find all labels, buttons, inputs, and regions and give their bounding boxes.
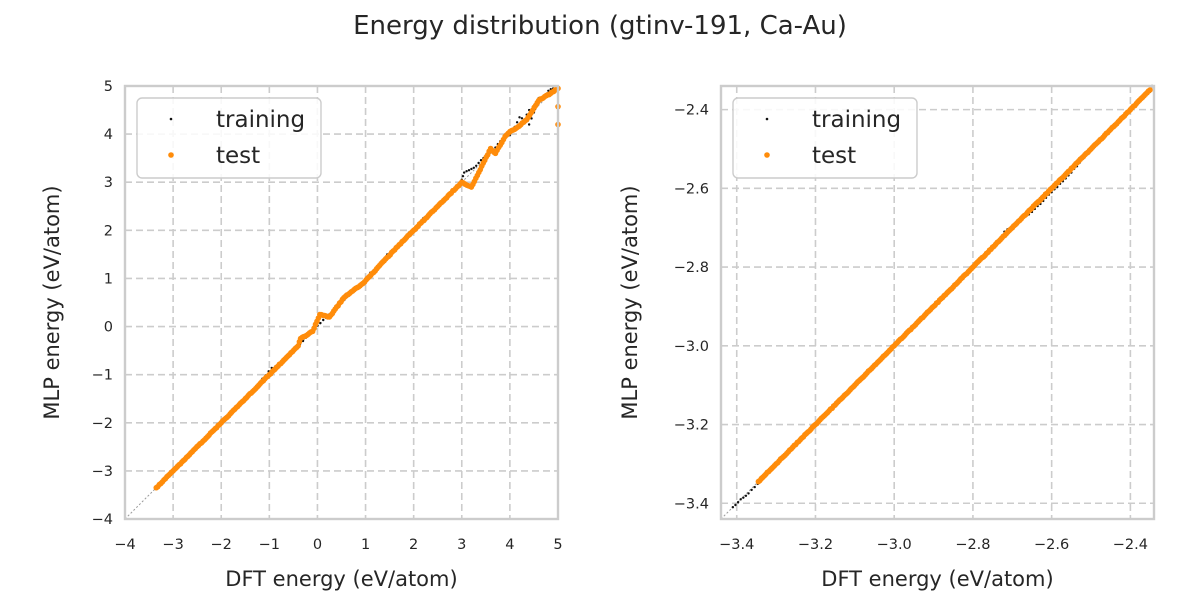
training-point	[739, 498, 742, 501]
x-tick-label: 1	[361, 537, 370, 553]
y-axis-label: MLP energy (eV/atom)	[40, 185, 64, 419]
training-point	[731, 505, 735, 509]
training-point	[470, 167, 473, 171]
y-tick-label: 2	[104, 223, 113, 239]
y-tick-label: −2.6	[674, 181, 709, 197]
x-tick-label: −3.2	[798, 537, 833, 553]
chart-right: −3.4 −3.2 −3.0 −2.8 −2.6 −2.4 −3.4 −3.2 −3.0 −2.8…	[618, 84, 1156, 591]
training-point	[747, 492, 750, 495]
training-point	[520, 117, 524, 120]
training-point	[753, 485, 756, 489]
x-tick-label: −3	[162, 537, 183, 553]
training-point	[750, 488, 753, 492]
legend-label-test: test	[812, 143, 856, 169]
x-tick-label: 3	[457, 537, 466, 553]
training-point	[462, 171, 466, 174]
y-tick-label: −2	[92, 416, 113, 432]
test-point	[296, 338, 303, 345]
y-tick-label: 5	[104, 79, 113, 95]
x-tick-label: −2.4	[1113, 537, 1148, 553]
legend-box	[136, 97, 322, 179]
y-tick-label: 0	[104, 320, 113, 336]
training-point	[322, 318, 325, 322]
y-tick-label: −3	[92, 464, 113, 480]
training-point	[467, 168, 471, 172]
legend-marker-test	[168, 152, 174, 158]
plot-frame	[123, 84, 560, 521]
x-tick-label: −2.6	[1034, 537, 1069, 553]
y-tick-label: −3.4	[674, 496, 709, 512]
x-tick-label: 2	[409, 537, 418, 553]
training-point	[472, 166, 476, 169]
x-tick-label: 5	[553, 537, 562, 553]
y-tick-label: −1	[92, 368, 113, 384]
legend: training test	[136, 97, 322, 179]
x-tick-label: −3.4	[719, 537, 754, 553]
training-point	[475, 164, 478, 168]
plot-frame	[719, 84, 1156, 521]
y-tick-label: 1	[104, 271, 113, 287]
legend-marker-training	[765, 117, 769, 121]
training-point	[736, 501, 740, 504]
training-point	[515, 121, 519, 124]
x-axis-label: DFT energy (eV/atom)	[225, 567, 457, 591]
training-point	[465, 170, 468, 173]
x-tick-label: −1	[259, 537, 280, 553]
legend-label-training: training	[812, 107, 901, 133]
figure-title: Energy distribution (gtinv-191, Ca-Au)	[353, 11, 847, 41]
chart-left: −4 −3 −2 −1 0 1 2 3 4 5 −4 −3 −2 −1 0 1 2 3 4 5 DFT energy (…	[40, 79, 563, 591]
legend-label-test: test	[216, 143, 260, 169]
training-point	[461, 174, 465, 178]
y-tick-label: −2.4	[674, 103, 709, 119]
training-point	[742, 496, 745, 499]
y-tick-label: −3.0	[674, 339, 709, 355]
x-tick-label: −3.0	[877, 537, 912, 553]
x-tick-label: 4	[505, 537, 514, 553]
test-point	[1145, 88, 1152, 94]
y-tick-label: −4	[92, 512, 113, 528]
training-point	[477, 161, 480, 165]
y-axis-label: MLP energy (eV/atom)	[618, 185, 642, 419]
x-axis-label: DFT energy (eV/atom)	[821, 567, 1053, 591]
test-point	[293, 344, 300, 351]
training-point	[518, 116, 521, 119]
legend-marker-training	[169, 117, 173, 121]
training-point	[527, 123, 531, 126]
legend-box	[732, 97, 918, 179]
x-tick-label: 0	[313, 537, 322, 553]
series-test	[153, 85, 561, 491]
training-point	[319, 321, 322, 325]
y-tick-label: −2.8	[674, 260, 709, 276]
y-tick-label: 3	[104, 175, 113, 191]
legend-label-training: training	[216, 107, 305, 133]
x-tick-label: −2	[211, 537, 232, 553]
x-tick-label: −2.8	[955, 537, 990, 553]
y-tick-label: 4	[104, 127, 113, 143]
training-point	[744, 494, 748, 498]
x-tick-label: −4	[114, 537, 135, 553]
y-tick-label: −3.2	[674, 418, 709, 434]
training-point	[734, 503, 737, 507]
series-test	[755, 87, 1153, 485]
test-point	[500, 136, 507, 143]
legend-marker-test	[764, 152, 770, 158]
legend: training test	[732, 97, 918, 179]
